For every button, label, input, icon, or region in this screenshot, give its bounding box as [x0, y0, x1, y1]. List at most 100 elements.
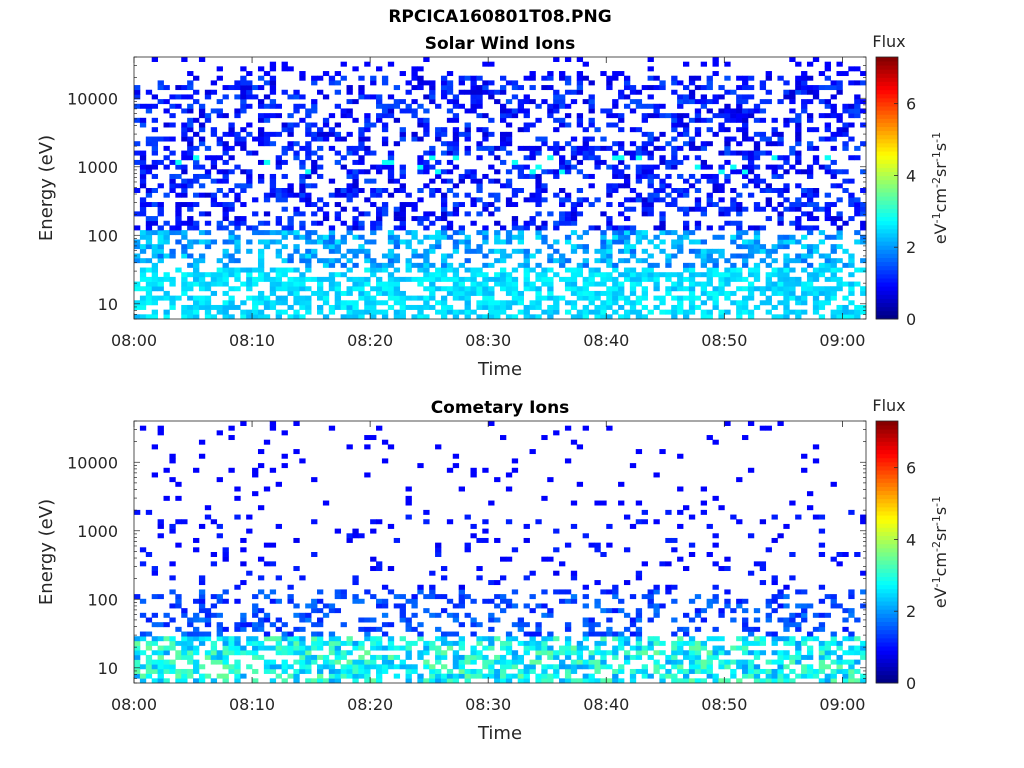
cell	[198, 664, 206, 670]
cell	[647, 113, 654, 119]
cell	[246, 281, 253, 287]
cell	[747, 314, 755, 320]
cell	[293, 566, 300, 572]
cell	[671, 617, 678, 623]
cell	[765, 262, 772, 268]
cell	[836, 216, 843, 222]
cell	[606, 626, 613, 632]
cell	[275, 617, 282, 623]
cell	[812, 514, 820, 520]
cell	[352, 580, 359, 586]
cell	[736, 103, 743, 109]
cell	[134, 253, 141, 259]
cell	[216, 99, 223, 105]
cell	[452, 650, 460, 656]
cell	[842, 650, 849, 656]
cell	[559, 650, 566, 656]
cell	[234, 248, 241, 254]
cell	[275, 650, 282, 656]
cell	[783, 309, 790, 315]
cell	[134, 650, 141, 656]
cell	[482, 272, 489, 278]
cell	[582, 248, 589, 254]
cell	[352, 117, 359, 123]
cell	[742, 664, 749, 670]
cell	[641, 561, 648, 567]
cell	[311, 519, 318, 525]
cell	[747, 290, 755, 296]
cell	[623, 514, 631, 520]
cell	[830, 145, 837, 151]
cell	[482, 173, 489, 179]
cell	[500, 668, 507, 674]
cell	[417, 673, 424, 679]
colorbar-step	[876, 179, 898, 185]
cell	[564, 626, 572, 632]
cell	[600, 304, 607, 310]
cell	[198, 575, 206, 581]
cell	[618, 141, 625, 147]
cell	[452, 309, 460, 315]
cell	[795, 131, 802, 137]
cell	[742, 295, 749, 301]
cell	[157, 668, 164, 674]
cell	[712, 439, 719, 445]
cell	[269, 85, 277, 91]
cell	[334, 272, 342, 278]
cell	[830, 216, 837, 222]
cell	[381, 253, 389, 259]
cell	[387, 169, 395, 175]
cell	[216, 272, 223, 278]
cell	[305, 108, 312, 114]
cell	[222, 281, 229, 287]
cell	[228, 155, 235, 161]
cell	[635, 99, 643, 105]
cell	[529, 314, 536, 320]
cell	[145, 281, 153, 287]
cell	[435, 547, 442, 553]
cell	[376, 290, 383, 296]
cell	[541, 612, 548, 618]
cell	[263, 94, 271, 100]
cell	[677, 281, 684, 287]
cell	[623, 164, 631, 170]
cell	[157, 645, 164, 651]
cell	[145, 230, 153, 236]
cell	[801, 192, 808, 198]
cell	[246, 640, 253, 646]
cell	[771, 650, 778, 656]
colorbar-step	[876, 122, 898, 127]
cell	[789, 290, 796, 296]
cell	[529, 300, 536, 306]
cell	[228, 145, 235, 151]
cell	[623, 225, 631, 231]
cell	[417, 636, 424, 642]
cell	[311, 122, 318, 128]
cell	[742, 253, 749, 259]
cell	[629, 523, 637, 529]
cell	[795, 239, 802, 245]
cell	[665, 561, 672, 567]
cell	[393, 664, 401, 670]
cell	[677, 659, 684, 665]
cell	[712, 267, 719, 273]
cell	[588, 617, 595, 623]
cell	[612, 267, 619, 273]
cell	[753, 206, 761, 212]
cell	[370, 94, 377, 100]
cell	[795, 169, 802, 175]
cell	[836, 71, 843, 77]
cell	[358, 654, 365, 660]
cell	[500, 608, 507, 614]
colorbar-step	[876, 597, 898, 602]
cell	[228, 272, 235, 278]
cell	[830, 309, 837, 315]
cell	[440, 678, 448, 684]
cell	[801, 290, 808, 296]
cell	[376, 425, 383, 431]
cell	[541, 169, 548, 175]
cell	[854, 309, 861, 315]
cell	[163, 645, 170, 651]
cell	[641, 664, 648, 670]
cell	[618, 230, 625, 236]
